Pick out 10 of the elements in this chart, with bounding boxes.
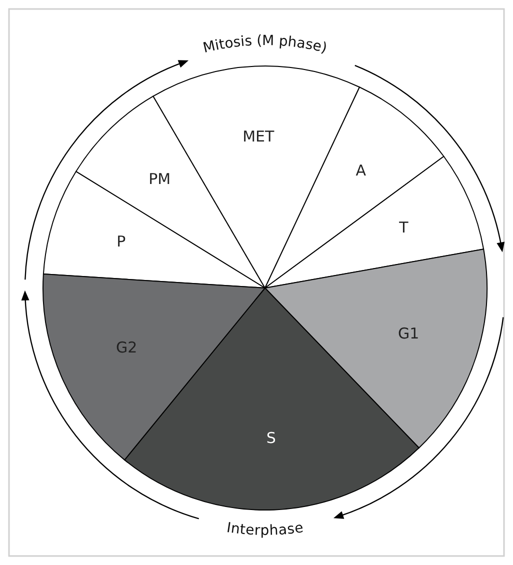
slice-label: S — [266, 428, 276, 447]
slice-label: MET — [242, 127, 275, 146]
slice-label: PM — [148, 170, 171, 188]
slice-label: P — [116, 232, 126, 250]
slice-label: G1 — [398, 324, 420, 343]
slice-label: G2 — [116, 338, 138, 356]
text: Mitosis (M phase) — [202, 32, 329, 57]
slice-label: A — [356, 161, 367, 180]
text: Interphase — [226, 520, 304, 539]
slice-label: T — [398, 218, 410, 237]
